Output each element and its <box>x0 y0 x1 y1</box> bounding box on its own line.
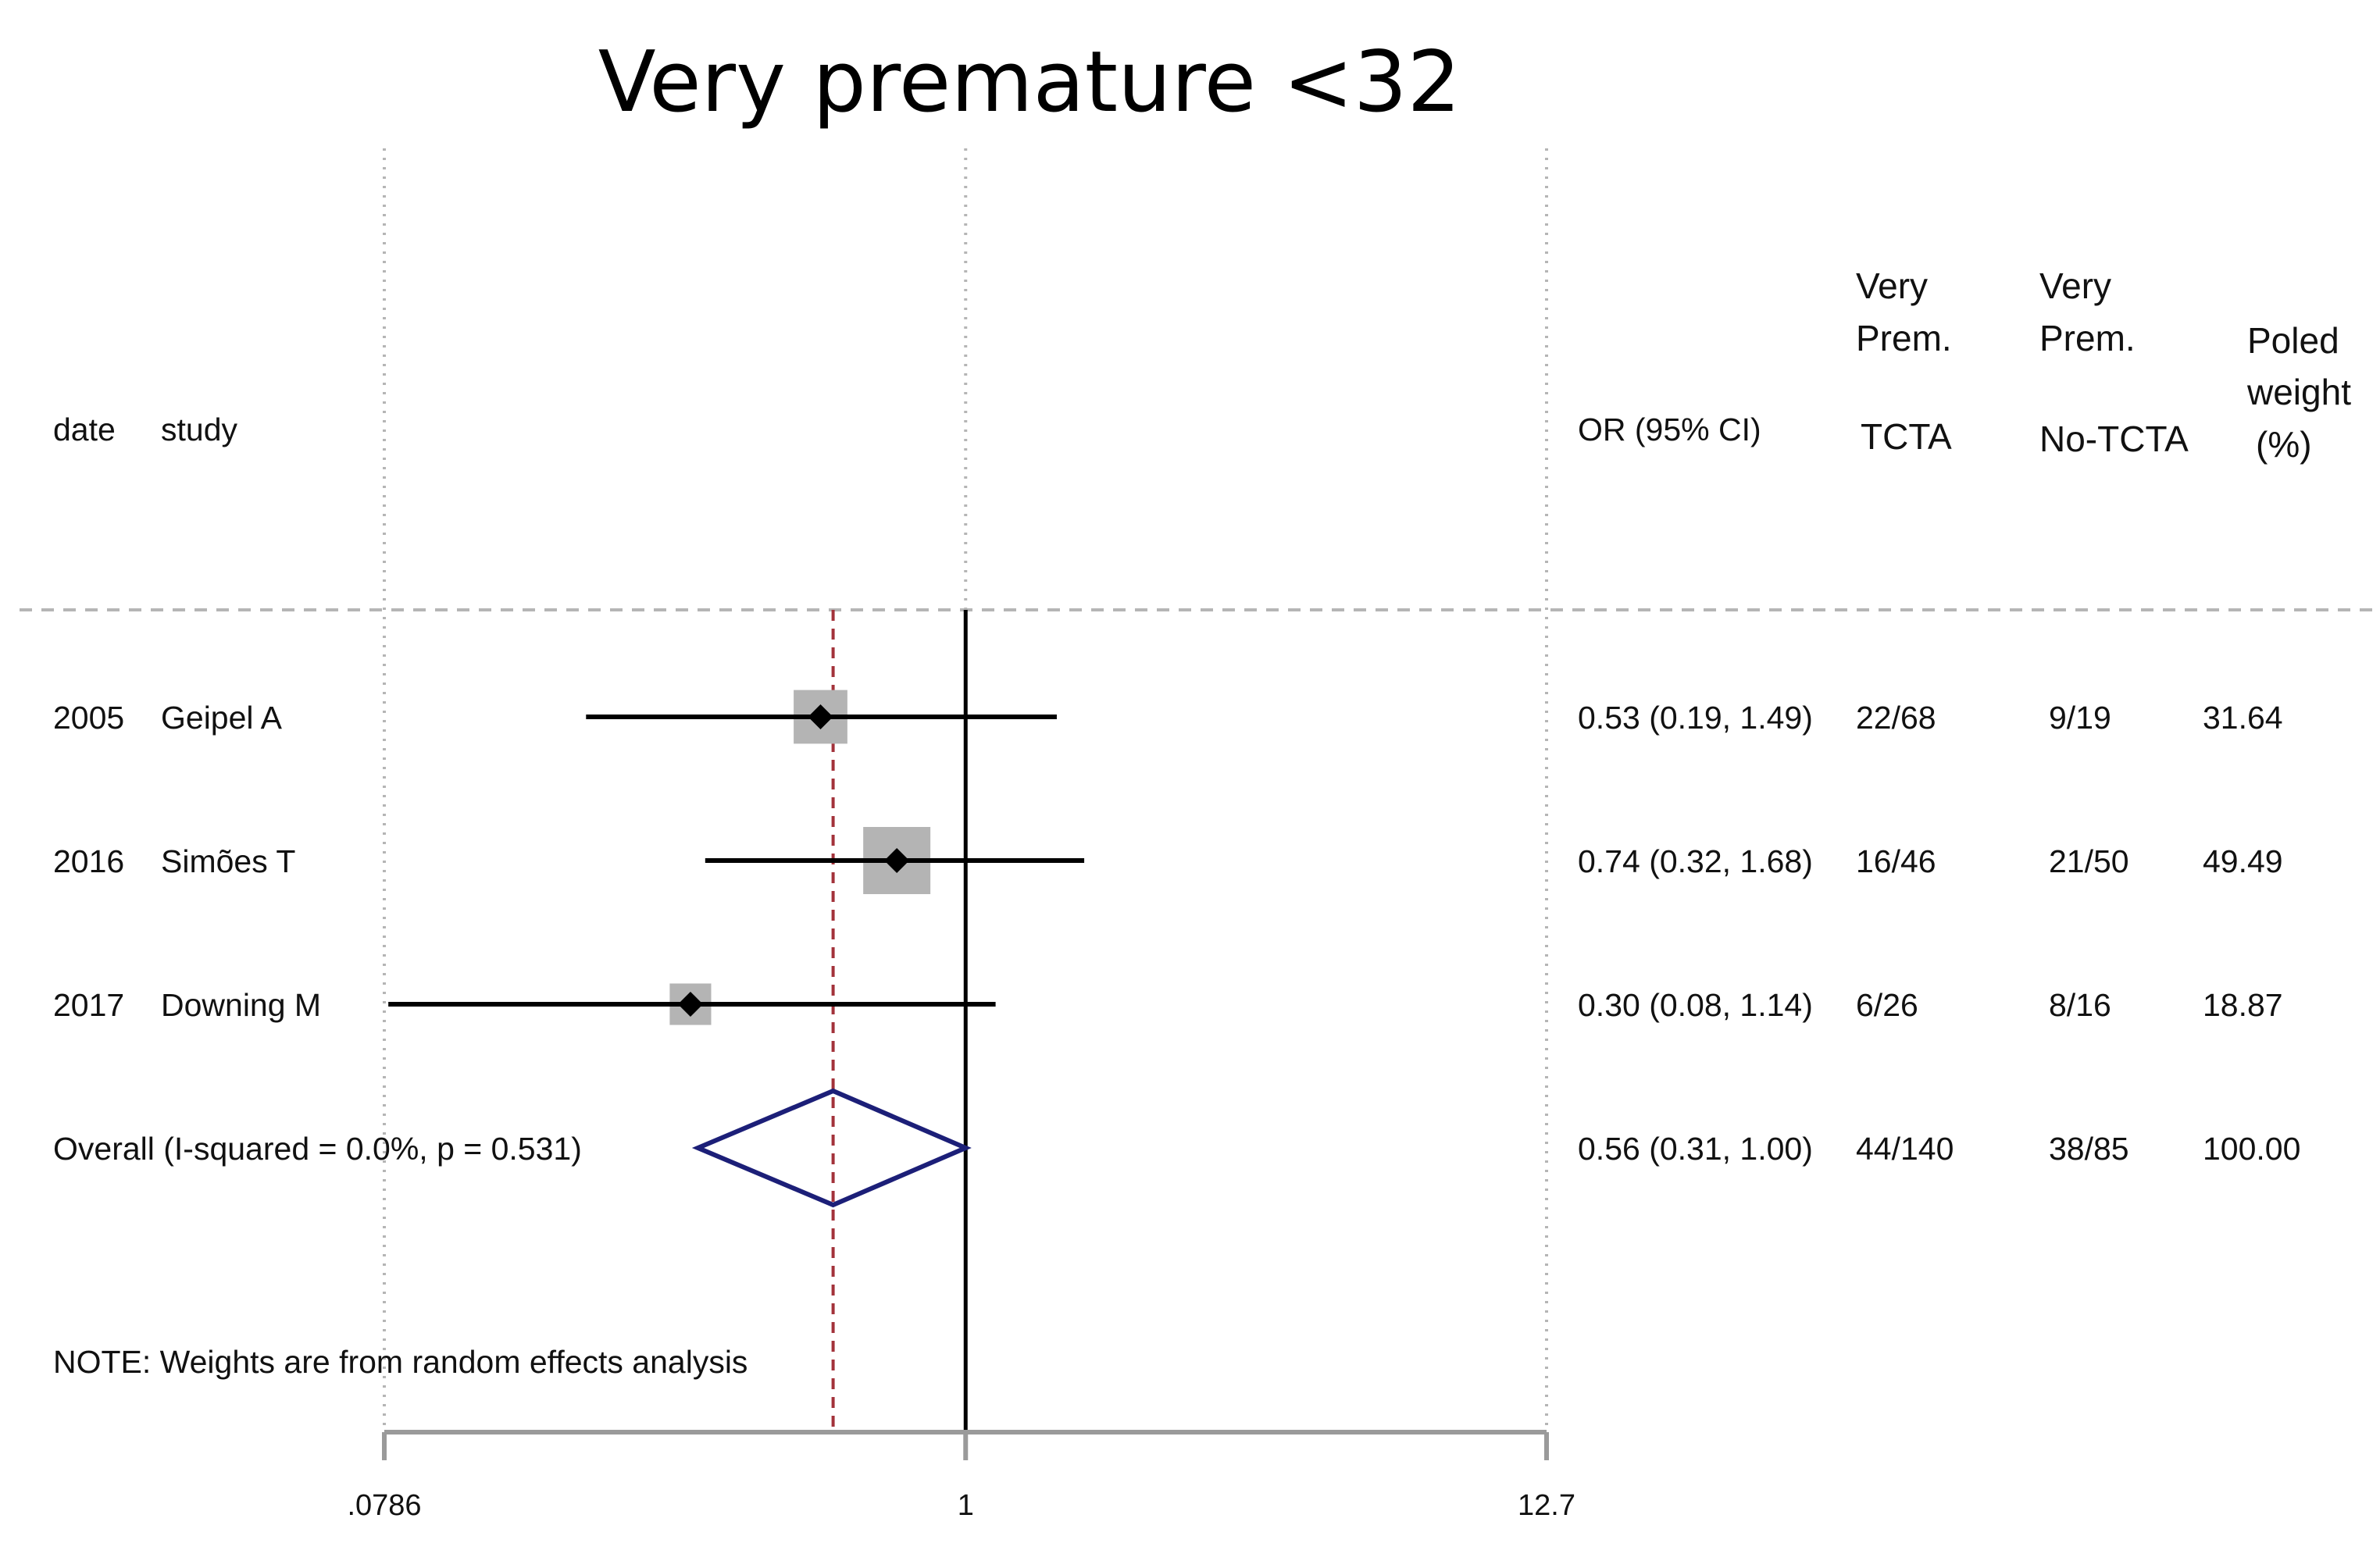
header-date: date <box>53 412 116 447</box>
header-weight-line3: (%) <box>2256 424 2312 465</box>
header-study: study <box>161 412 237 447</box>
header-weight-line1: Poled <box>2247 320 2339 361</box>
row-date-0: 2005 <box>53 700 124 736</box>
overall-label: Overall (I-squared = 0.0%, p = 0.531) <box>53 1131 582 1167</box>
row-tcta-1: 16/46 <box>1856 843 1936 879</box>
header-weight-line2: weight <box>2246 372 2351 412</box>
row-study-0: Geipel A <box>161 700 283 736</box>
row-or-1: 0.74 (0.32, 1.68) <box>1578 843 1813 879</box>
x-tick-label-1: 1 <box>958 1489 974 1522</box>
overall-tcta: 44/140 <box>1856 1131 1954 1167</box>
overall-notcta: 38/85 <box>2049 1131 2129 1167</box>
chart-title: Very premature <32 <box>598 34 1461 131</box>
row-or-0: 0.53 (0.19, 1.49) <box>1578 700 1813 736</box>
header-notcta-line3: No-TCTA <box>2039 419 2189 459</box>
point-estimate-1 <box>884 848 910 873</box>
note-text: NOTE: Weights are from random effects an… <box>53 1344 748 1380</box>
row-date-1: 2016 <box>53 843 124 879</box>
overall-diamond <box>691 1088 972 1208</box>
row-or-2: 0.30 (0.08, 1.14) <box>1578 987 1813 1023</box>
x-tick-label-0: .0786 <box>347 1489 421 1522</box>
row-date-2: 2017 <box>53 987 124 1023</box>
row-tcta-2: 6/26 <box>1856 987 1918 1023</box>
row-study-1: Simões T <box>161 843 295 879</box>
plot-marks <box>388 610 1085 1432</box>
point-estimate-0 <box>808 704 833 729</box>
x-tick-label-2: 12.7 <box>1518 1489 1575 1522</box>
row-weight-0: 31.64 <box>2203 700 2283 736</box>
header-or: OR (95% CI) <box>1578 412 1761 447</box>
row-text: 2005 Geipel A 0.53 (0.19, 1.49) 22/68 9/19 31… <box>53 700 2300 1167</box>
header-tcta-line3: TCTA <box>1861 416 1952 457</box>
overall-or: 0.56 (0.31, 1.00) <box>1578 1131 1813 1167</box>
column-headers: date study OR (95% CI) Very Prem. TCTA V… <box>53 266 2351 465</box>
overall-weight: 100.00 <box>2203 1131 2300 1167</box>
header-tcta-line1: Very <box>1856 266 1928 306</box>
point-estimate-2 <box>677 992 703 1017</box>
grid-lines <box>20 148 2375 1432</box>
row-notcta-1: 21/50 <box>2049 843 2129 879</box>
row-notcta-2: 8/16 <box>2049 987 2111 1023</box>
header-notcta-line1: Very <box>2039 266 2111 306</box>
row-notcta-0: 9/19 <box>2049 700 2111 736</box>
row-tcta-0: 22/68 <box>1856 700 1936 736</box>
row-study-2: Downing M <box>161 987 321 1023</box>
row-weight-2: 18.87 <box>2203 987 2283 1023</box>
header-tcta-line2: Prem. <box>1856 318 1952 358</box>
header-notcta-line2: Prem. <box>2039 318 2136 358</box>
x-axis: .0786 1 12.7 <box>347 1430 1575 1522</box>
row-weight-1: 49.49 <box>2203 843 2283 879</box>
